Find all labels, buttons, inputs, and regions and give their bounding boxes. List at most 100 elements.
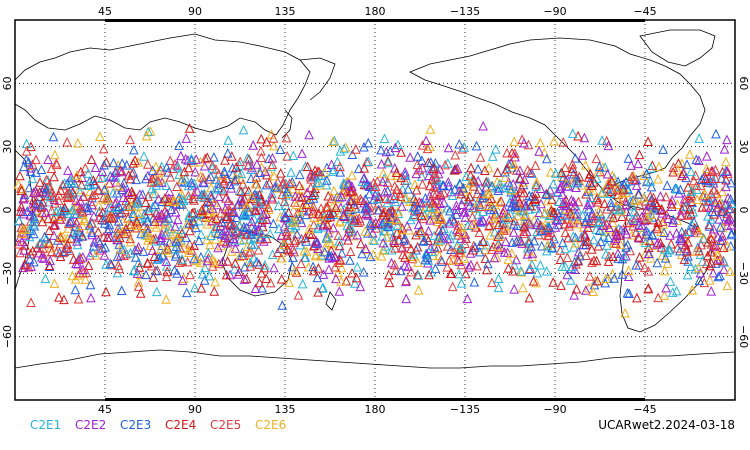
occultation-marker [400,169,410,180]
occultation-marker [377,176,388,187]
occultation-marker [571,182,581,193]
occultation-marker [609,273,620,283]
occultation-marker [24,254,35,264]
occultation-marker [682,159,692,169]
occultation-marker [226,246,237,256]
occultation-marker [459,142,469,152]
occultation-marker [136,228,146,239]
occultation-marker [424,170,434,181]
occultation-marker [688,206,699,217]
occultation-marker [668,214,679,225]
occultation-marker [257,214,268,224]
occultation-marker [712,250,723,261]
occultation-marker [577,150,588,160]
occultation-marker [78,264,88,274]
occultation-marker [55,185,66,195]
occultation-marker [503,254,514,264]
occultation-marker [603,256,614,266]
occultation-marker [502,147,512,158]
occultation-marker [281,132,292,143]
occultation-marker [234,185,245,196]
occultation-marker [687,284,698,295]
occultation-marker [210,276,220,287]
occultation-marker [267,188,277,199]
occultation-marker [594,216,604,227]
occultation-marker [23,156,34,167]
occultation-marker [587,180,598,191]
occultation-marker [598,187,608,197]
occultation-marker [279,212,290,222]
occultation-marker [419,209,430,220]
occultation-marker [59,202,70,212]
occultation-marker [478,190,489,200]
top-lon-label: −135 [450,5,480,18]
occultation-marker [370,181,381,192]
occultation-marker [99,184,110,195]
occultation-marker [73,293,84,304]
occultation-marker [277,300,288,310]
occultation-marker [207,162,218,173]
occultation-marker [706,214,716,224]
occultation-marker [252,159,262,169]
occultation-marker [659,290,670,300]
occultation-marker [453,254,463,265]
occultation-marker [142,159,153,169]
occultation-marker [274,223,284,234]
occultation-marker [63,191,73,201]
occultation-marker [716,173,727,183]
occultation-marker [459,253,470,263]
occultation-marker [284,277,294,287]
occultation-marker [679,254,690,264]
occultation-marker [358,266,369,277]
occultation-marker [641,204,652,215]
occultation-marker [206,189,216,200]
occultation-marker [196,283,207,293]
occultation-marker [151,235,161,246]
occultation-marker [699,188,710,199]
occultation-marker [623,153,634,163]
occultation-marker [302,187,312,197]
occultation-marker [621,206,632,216]
occultation-marker [90,189,100,200]
occultation-marker [164,186,175,196]
occultation-marker [493,241,503,251]
occultation-marker [161,294,171,304]
occultation-marker [482,188,492,199]
left-lat-labels: 60 30 0 −30 −60 [1,76,14,348]
occultation-marker [628,194,638,205]
occultation-marker [711,188,722,198]
occultation-marker [263,202,274,212]
occultation-marker [719,256,730,267]
occultation-marker [413,257,423,267]
occultation-marker [487,151,498,161]
occultation-marker [133,208,144,218]
occultation-marker [265,277,276,288]
occultation-marker [272,247,283,257]
occultation-marker [128,158,139,168]
occultation-marker [255,167,265,178]
occultation-marker [468,244,478,255]
occultation-marker [531,177,542,187]
occultation-marker [352,261,363,272]
occultation-marker [85,279,96,290]
occultation-marker [599,198,610,209]
occultation-marker [316,169,327,180]
occultation-marker [383,157,393,168]
occultation-marker [639,262,650,272]
occultation-marker [641,168,652,179]
occultation-marker [18,262,28,273]
occultation-marker [330,261,340,272]
occultation-marker [256,211,266,222]
occultation-marker [293,289,304,300]
occultation-marker [312,237,323,248]
occultation-marker [473,163,483,174]
occultation-marker [503,262,514,273]
occultation-marker [444,216,455,226]
occultation-marker [273,182,283,193]
occultation-marker [17,224,28,234]
occultation-marker [701,163,712,173]
occultation-marker [227,151,237,161]
occultation-marker [70,284,81,295]
occultation-marker [176,176,187,186]
occultation-marker [267,193,278,204]
